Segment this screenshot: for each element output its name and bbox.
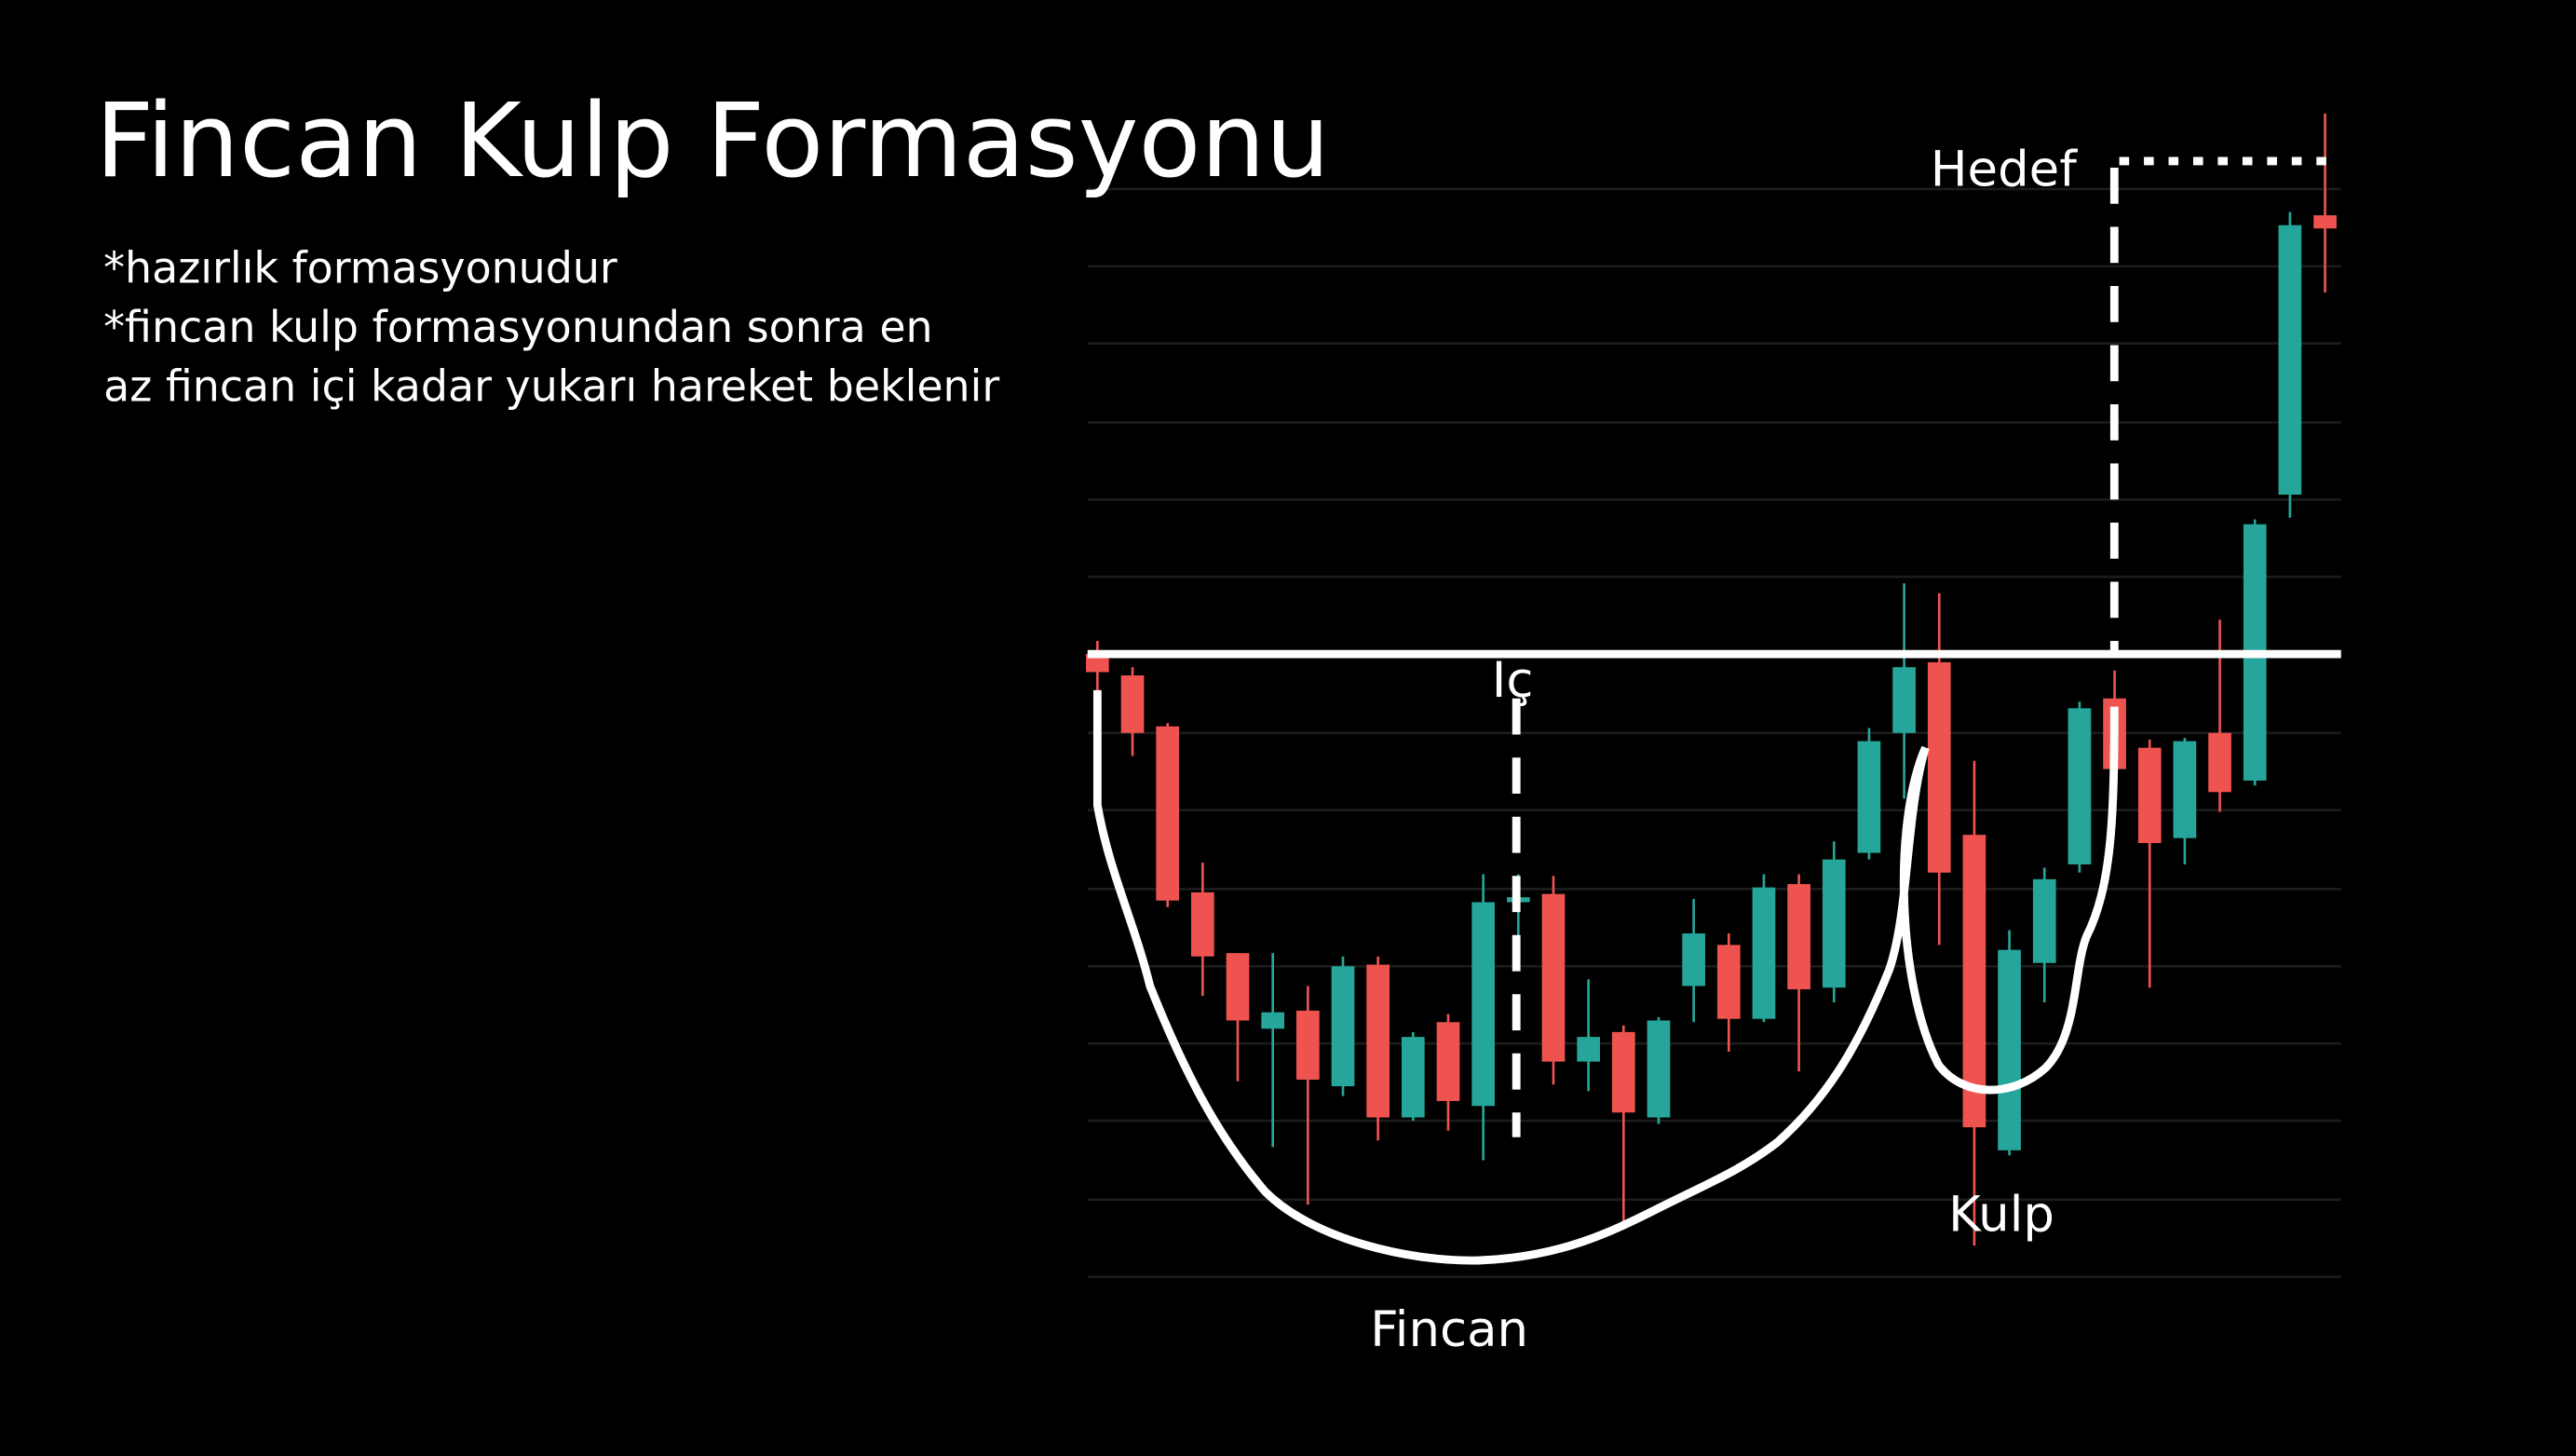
- candle-body: [1541, 893, 1566, 1062]
- candle-body: [1577, 1037, 1600, 1062]
- candle-body: [2313, 215, 2337, 229]
- note: *hazırlık formasyonudur: [103, 242, 617, 293]
- candle-body: [1191, 891, 1214, 957]
- cup-handle-curve: [1092, 689, 2119, 1265]
- candle-body: [1436, 1022, 1460, 1101]
- candle-body: [1716, 945, 1741, 1019]
- candle-body: [1752, 887, 1776, 1019]
- candle-body: [1962, 835, 1986, 1128]
- candle-body: [1331, 966, 1355, 1087]
- candle-body: [1366, 964, 1390, 1118]
- candle-body: [1226, 953, 1250, 1021]
- candle-body: [1787, 884, 1810, 989]
- candle-body: [1682, 933, 1705, 987]
- candle-body: [1156, 726, 1180, 901]
- target-label: Hedef: [1931, 141, 2078, 197]
- title: Fincan Kulp Formasyonu: [95, 81, 1330, 200]
- candle-body: [2137, 747, 2162, 843]
- grid: [1087, 187, 2341, 1279]
- candle-body: [1295, 1010, 1320, 1081]
- inside-label: İç: [1492, 651, 1534, 709]
- candle-body: [2032, 878, 2056, 963]
- candle-body: [1927, 661, 1951, 873]
- handle-label: Kulp: [1948, 1186, 2054, 1243]
- cup-label: Fincan: [1370, 1301, 1528, 1358]
- candle-body: [2173, 741, 2197, 838]
- candle-body: [2068, 708, 2092, 864]
- candle-body: [1998, 949, 2021, 1150]
- candle-body: [2208, 732, 2231, 793]
- candle-body: [2278, 225, 2302, 496]
- candle-body: [1857, 741, 1881, 853]
- note: *fincan kulp formasyonundan sonra en: [103, 302, 932, 352]
- candle-body: [1120, 675, 1145, 733]
- candle-body: [1086, 654, 1109, 673]
- candle-body: [1471, 902, 1496, 1107]
- note: az fincan içi kadar yukarı hareket bekle…: [103, 361, 999, 411]
- candle-body: [1261, 1012, 1285, 1029]
- candle-body: [1401, 1037, 1425, 1118]
- levels: [1087, 156, 2341, 659]
- candle-body: [1647, 1020, 1671, 1118]
- candle-body: [1611, 1031, 1635, 1113]
- candle-body: [1822, 859, 1846, 988]
- candle-body: [1892, 667, 1916, 733]
